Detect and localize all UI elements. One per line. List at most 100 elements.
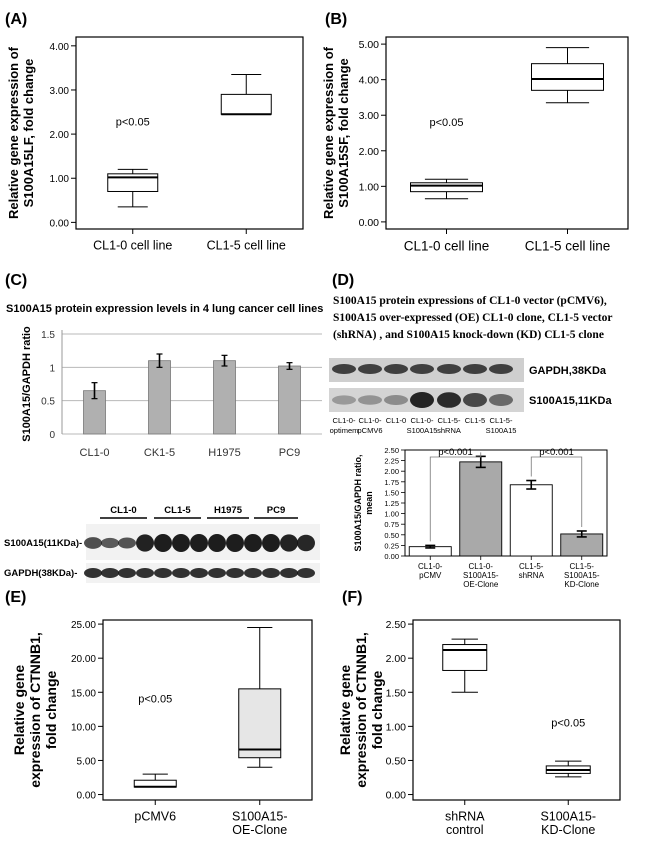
y-tick-label-e: 10.00 [71,722,96,733]
y-tick-label-c: 1.5 [41,330,55,341]
plot-frame-e [102,619,313,801]
blot-band-gapdh-c [208,568,226,578]
box-f [442,644,488,671]
y-tick-label-e: 0.00 [77,791,97,802]
y-tick-label-f: 0.50 [386,755,407,767]
x-category-label-d: OE-Clone [463,580,499,589]
chart-title-d: S100A15 protein expressions of CL1-0 vec… [333,295,607,307]
y-axis-label-b: Relative gene expression of [321,46,336,219]
significance-label-d: p<0.001 [539,447,574,458]
blot-band-s100a15-c [262,534,280,552]
significance-bracket-d [530,456,583,527]
y-tick-label-d: 0.75 [384,520,399,529]
x-category-label-f: shRNA [445,810,485,824]
x-category-label-d: CL1-5- [519,562,544,571]
y-tick-label-d: 1.00 [384,510,399,519]
significance-label-d: p<0.001 [438,447,473,458]
western-blot-c: CL1-0 CL1-5 H1975 PC9 S100A15(11KDa)- GAPDH(3… [4,505,320,583]
bar-d [509,484,553,557]
blot-band-gapdh-c [154,568,172,578]
x-category-label-e: pCMV6 [134,810,176,824]
x-category-label-c: H1975 [208,447,240,459]
x-category-label-d: shRNA [519,571,545,580]
bar-c [213,360,236,435]
y-axis-label-c: S100A15/GAPDH ratio [21,326,33,442]
y-axis-label-a: S100A15LF, fold change [21,59,36,208]
panel-a-letter: (A) [5,11,27,28]
y-axis-label-a: Relative gene expression of [6,46,21,219]
y-tick-label-b: 1.00 [359,181,380,193]
x-category-label-d: CL1-5- [570,562,595,571]
blot-band-gapdh-c [226,568,244,578]
blot-band-gapdh-c [172,568,190,578]
y-axis-label-d: S100A15/GAPDH ratio, [353,454,363,551]
y-tick-label-f: 0.00 [386,790,407,802]
y-tick-label-d: 2.25 [384,457,399,466]
x-category-label-f: S100A15- [540,810,596,824]
chart-title-d: S100A15 over-expressed (OE) CL1-0 clone,… [333,312,612,324]
panel-e-letter: (E) [5,589,26,606]
y-axis-label-b: S100A15SF, fold change [336,58,351,208]
y-tick-label-a: 1.00 [50,174,70,185]
blot-header-label-c: CL1-5 [164,505,191,516]
blot-band-gapdh-c [118,568,136,578]
y-tick-label-a: 3.00 [50,86,70,97]
blot-header-label-c: PC9 [267,505,285,516]
y-tick-label-a: 4.00 [50,42,70,53]
blot-lane-label-d: CL1-0- [333,416,356,425]
y-tick-label-e: 5.00 [77,756,97,767]
y-tick-label-f: 1.50 [386,687,407,699]
x-category-label-d: CL1-0- [469,562,494,571]
x-category-label-d: S100A15- [463,571,499,580]
blot-lane-label-d: CL1-5- [438,416,461,425]
box-b [531,63,604,91]
blot-lane-label-d: CL1-5- [490,416,513,425]
chart-b: 0.00 1.00 2.00 3.00 4.00 5.00 CL1-0 cell line C… [321,36,629,254]
blot-band-s100a15-d [332,395,356,405]
x-category-label-b: CL1-0 cell line [404,239,490,254]
y-tick-label-d: 0.00 [384,552,399,561]
y-tick-label-b: 3.00 [359,110,380,122]
y-tick-label-d: 1.25 [384,499,399,508]
western-blot-d: GAPDH,38KDaS100A15,11KDaCL1-0-optimemCL1… [329,358,612,435]
blot-header-label-c: H1975 [214,505,243,516]
blot-band-s100a15-c [280,534,298,552]
p-value-annotation-a: p<0.05 [116,116,150,128]
y-tick-label-d: 2.00 [384,467,399,476]
x-category-label-f: control [446,823,484,837]
blot-band-gapdh-d [410,364,434,374]
blot-lane-label-d: shRNA [437,426,461,435]
y-tick-label-e: 15.00 [71,688,96,699]
x-category-label-c: CL1-0 [80,447,110,459]
x-category-label-c: CK1-5 [144,447,175,459]
bar-c [148,360,171,435]
blot-band-gapdh-c [297,568,315,578]
blot-band-s100a15-c [136,534,154,552]
blot-band-s100a15-c [208,534,226,552]
y-axis-label-f: Relative gene [337,665,353,755]
plot-frame-a [75,36,304,230]
blot-band-gapdh-d [463,364,487,374]
x-category-label-e: S100A15- [232,810,288,824]
blot-band-gapdh-c [244,568,262,578]
blot-band-s100a15-c [101,537,119,549]
box-b [410,182,483,193]
panel-d-letter: (D) [332,272,354,289]
y-tick-label-b: 5.00 [359,39,380,51]
y-tick-label-f: 2.00 [386,653,407,665]
plot-frame-f [412,619,621,801]
blot-band-gapdh-d [384,364,408,374]
blot-band-s100a15-c [172,534,190,552]
y-tick-label-e: 25.00 [71,620,96,631]
blot-band-s100a15-c [190,534,208,552]
blot-band-gapdh-c [280,568,298,578]
p-value-annotation-f: p<0.05 [551,717,585,729]
x-category-label-a: CL1-0 cell line [93,239,172,253]
y-tick-label-d: 1.75 [384,478,399,487]
p-value-annotation-b: p<0.05 [430,117,464,129]
bar-c [278,365,301,435]
blot-band-s100a15-c [154,534,172,552]
blot-band-s100a15-d [463,393,487,407]
y-tick-label-b: 2.00 [359,146,380,158]
